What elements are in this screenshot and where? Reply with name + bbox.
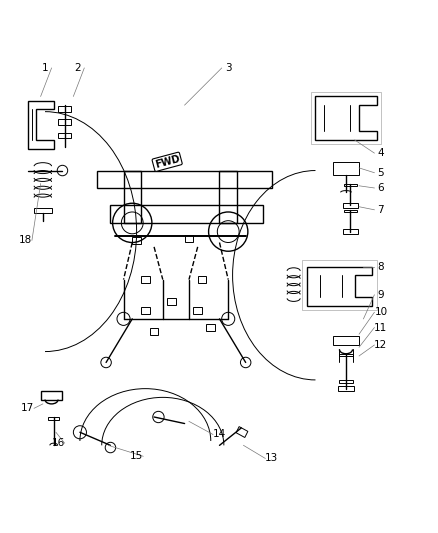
Text: 13: 13 [265, 454, 278, 463]
Text: 14: 14 [212, 430, 226, 439]
Text: 11: 11 [374, 322, 387, 333]
Bar [311, 92, 380, 144]
Text: 10: 10 [374, 308, 387, 317]
Text: 1: 1 [42, 63, 48, 73]
Text: 17: 17 [21, 403, 34, 413]
Bar [302, 260, 376, 310]
Text: 18: 18 [19, 236, 32, 245]
Text: 7: 7 [377, 205, 383, 215]
Text: 2: 2 [74, 63, 81, 73]
Text: 9: 9 [377, 290, 383, 300]
Text: FWD: FWD [153, 154, 180, 170]
Text: 5: 5 [377, 168, 383, 177]
Text: 4: 4 [377, 148, 383, 158]
Text: 6: 6 [377, 183, 383, 193]
Text: 12: 12 [374, 340, 387, 350]
Text: 8: 8 [377, 262, 383, 271]
Text: 3: 3 [224, 63, 231, 73]
Text: 16: 16 [51, 438, 64, 448]
Text: 15: 15 [130, 451, 143, 461]
